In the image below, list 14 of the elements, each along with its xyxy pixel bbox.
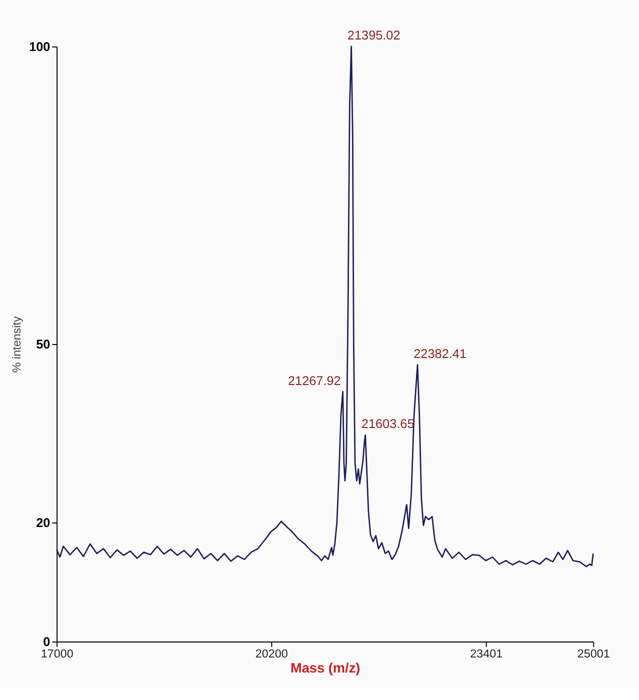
x-tick-label: 20200 (255, 648, 288, 661)
x-tick-label: 25001 (577, 648, 610, 661)
annotation: 21267.92 (288, 374, 341, 388)
x-axis-title: Mass (m/z) (290, 660, 360, 676)
y-axis-title: % intensity (10, 316, 24, 373)
annotation: 22382.41 (414, 347, 466, 361)
y-tick-label: 50 (36, 337, 50, 352)
annotation: 21395.02 (347, 28, 400, 43)
x-tick-label: 23401 (470, 648, 503, 661)
y-tick-label: 100 (29, 40, 50, 54)
y-tick-label: 20 (36, 516, 50, 530)
y-tick-label: 0 (43, 634, 50, 649)
line-series (56, 46, 594, 568)
x-tick-label: 17000 (40, 648, 74, 661)
